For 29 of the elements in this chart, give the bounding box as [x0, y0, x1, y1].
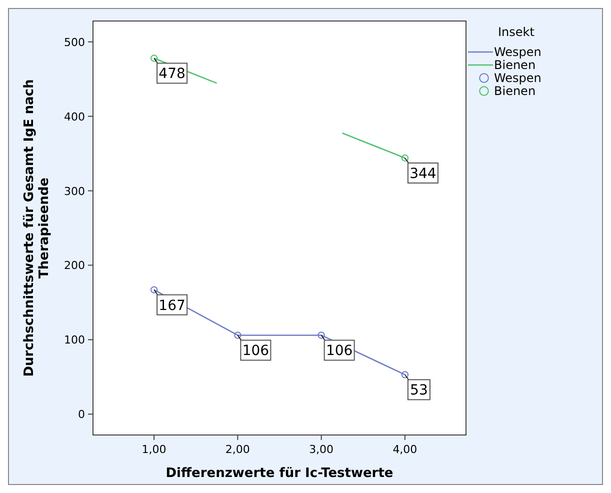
- y-tick-label: 0: [78, 408, 85, 422]
- legend-label: Bienen: [494, 58, 536, 72]
- x-axis-title: Differenzwerte für Ic-Testwerte: [166, 466, 394, 481]
- data-label: 344: [410, 166, 436, 182]
- data-label: 53: [410, 382, 428, 399]
- x-tick-label: 2,00: [225, 443, 250, 456]
- y-tick-label: 300: [64, 184, 85, 198]
- data-label: 167: [158, 298, 186, 314]
- data-label: 478: [158, 66, 186, 82]
- data-label: 106: [242, 343, 270, 360]
- point: [150, 286, 158, 294]
- point: [150, 54, 158, 62]
- text: Wespen: [494, 45, 542, 59]
- legend-label: Wespen: [494, 71, 542, 85]
- point: [401, 371, 409, 378]
- y-tick-label: 400: [64, 110, 85, 124]
- y-tick-label: 500: [64, 36, 85, 49]
- legend-title: Insekt: [498, 25, 535, 39]
- text: Bienen: [494, 84, 536, 98]
- point: [318, 332, 325, 339]
- x-tick-label: 4,00: [392, 443, 418, 456]
- y-tick-label: 200: [64, 259, 85, 272]
- point: [234, 332, 242, 339]
- point: [401, 154, 409, 162]
- data-label: 106: [326, 343, 353, 360]
- x-tick-label: 3,00: [309, 443, 334, 456]
- y-tick-label: 100: [64, 334, 85, 347]
- x-tick-label: 1,00: [142, 443, 166, 456]
- y-axis-title: Durchschnittswerte für Gesamt IgE nach Therapieende: [22, 79, 52, 377]
